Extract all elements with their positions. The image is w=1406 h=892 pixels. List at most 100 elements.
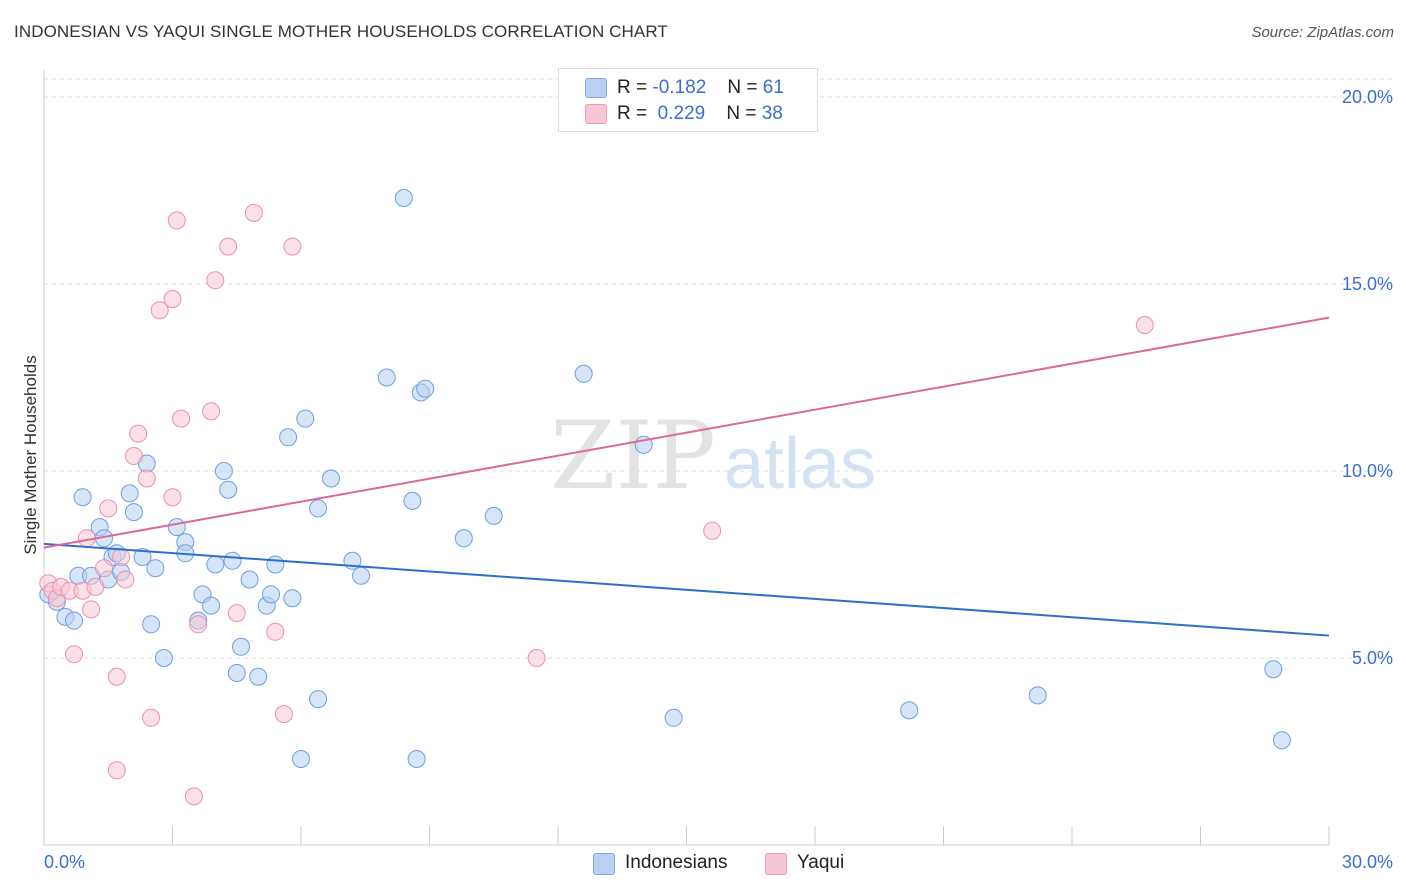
data-point [283,237,302,256]
data-point [227,664,246,682]
series-label-indonesians: Indonesians [625,852,728,873]
data-point [223,551,242,570]
data-point [107,761,126,780]
y-tick-label: 5.0% [1352,648,1393,668]
data-point [322,469,340,488]
data-point [232,637,250,656]
data-point [244,203,263,222]
watermark: ZIP atlas [550,402,876,511]
data-point [146,559,165,578]
data-point [124,503,143,522]
data-point [403,491,422,510]
trend-line-yaqui [43,316,1330,549]
legend-r-label: R = [617,77,648,98]
data-point [150,301,169,320]
data-point [527,649,546,667]
data-point [394,189,413,207]
data-point [219,237,238,256]
data-point [214,462,233,480]
series-label-yaqui: Yaqui [797,852,845,873]
x-tick-label: 0.0% [44,852,85,872]
legend-swatch-indonesians [585,78,607,98]
tick-labels: 5.0% 10.0% 15.0% 20.0% 0.0% 30.0% [44,87,1393,872]
data-point [240,570,259,589]
data-point [292,750,310,768]
data-point [142,615,161,634]
source-label: Source: ZipAtlas.com [1251,24,1394,41]
legend-n-label: N = [727,77,758,98]
data-point [249,667,268,686]
data-point [407,750,426,768]
data-point [107,667,126,686]
x-tick-label: 30.0% [1342,852,1393,872]
axes [43,70,1330,846]
y-tick-label: 20.0% [1342,87,1393,107]
data-point [484,506,503,525]
data-point [416,379,435,398]
data-point [202,402,221,421]
data-point [99,499,118,518]
legend-n-label: N = [726,103,757,124]
data-point [116,570,135,589]
data-point [142,708,161,727]
data-point [86,577,105,596]
data-point [377,368,396,387]
legend-swatch-yaqui [585,104,607,124]
data-point [112,548,131,566]
data-point [167,211,186,230]
data-point [279,428,298,447]
points-layer [39,189,1291,806]
data-point [1135,316,1154,335]
data-point [900,701,919,720]
data-point [184,787,203,806]
data-point [202,596,221,615]
data-point [219,480,238,499]
data-point [1028,686,1047,705]
data-point [129,424,148,443]
y-axis-label: Single Mother Households [21,355,40,554]
data-point [454,529,473,548]
y-tick-label: 15.0% [1342,274,1393,294]
data-point [65,611,83,630]
trend-layer [43,316,1330,637]
watermark-atlas: atlas [724,424,876,504]
data-point [73,488,92,507]
data-point [172,409,191,428]
series-yaqui [39,203,1154,806]
data-point [274,705,293,724]
data-point [189,615,208,634]
data-point [283,589,302,608]
data-point [206,555,225,574]
data-point [120,484,139,503]
chart-title: INDONESIAN VS YAQUI SINGLE MOTHER HOUSEH… [14,22,668,41]
data-point [163,290,182,308]
data-point [167,518,186,537]
trend-line-indonesians [43,542,1330,637]
correlation-legend: R = -0.182 N = 61 R = 0.229 N = 38 [558,68,818,132]
data-point [65,645,83,664]
data-point [124,447,143,465]
legend-r-label: R = [617,103,648,124]
y-tick-label: 10.0% [1342,461,1393,481]
data-point [206,271,225,290]
legend-r-value: 0.229 [657,103,706,124]
data-point [163,488,182,507]
series-swatch-yaqui [765,853,787,875]
data-point [352,566,370,585]
data-point [154,649,173,667]
data-point [266,622,285,641]
data-point [1264,660,1283,679]
data-point [296,409,315,428]
data-point [309,690,328,709]
data-point [227,604,246,623]
watermark-zip: ZIP [550,402,716,511]
legend-r-value: -0.182 [652,77,707,98]
data-point [309,499,328,518]
data-point [574,364,593,383]
data-point [1272,731,1291,750]
data-point [82,600,101,619]
series-swatch-indonesians [593,853,615,875]
data-point [703,521,722,540]
legend-n-value: 38 [761,103,783,124]
data-point [664,708,683,727]
